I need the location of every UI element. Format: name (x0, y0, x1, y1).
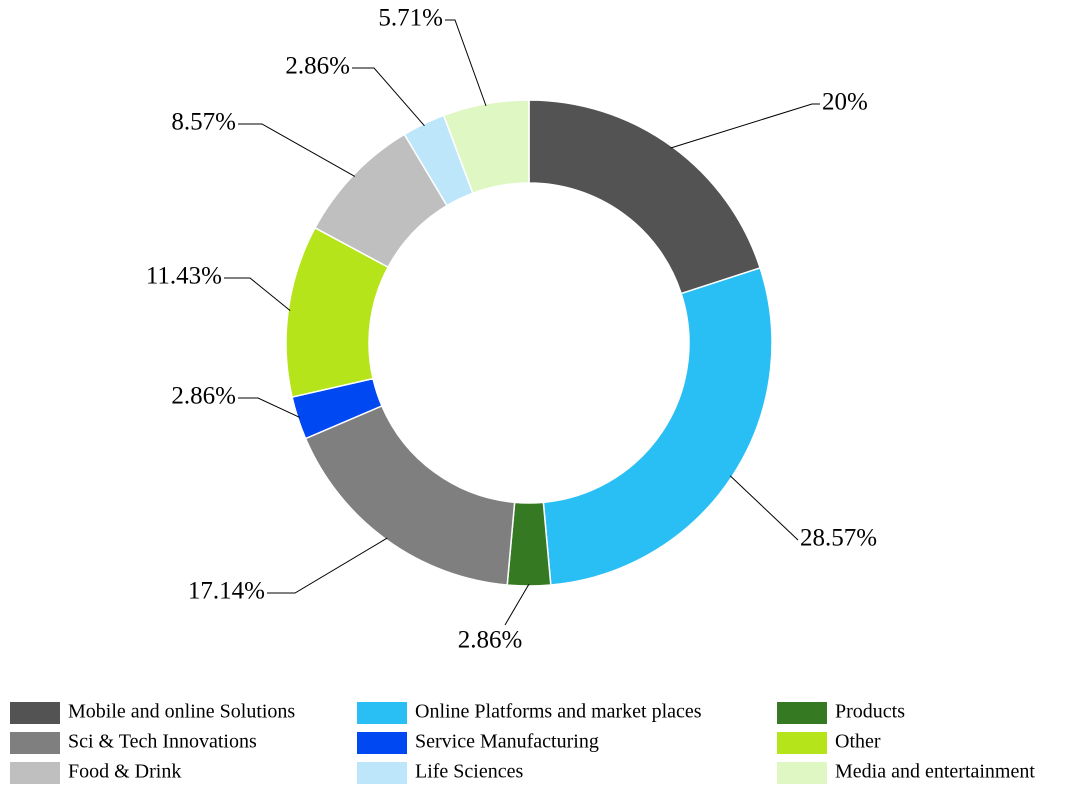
leader-line (352, 67, 425, 127)
leader-line (729, 475, 799, 541)
data-label: 2.86% (458, 627, 523, 654)
legend-label: Products (835, 701, 905, 723)
slice (542, 266, 773, 586)
legend-swatch (777, 762, 827, 784)
legend-swatch (777, 702, 827, 724)
leader-line (267, 537, 388, 594)
legend-label: Sci & Tech Innovations (68, 731, 257, 753)
legend-swatch (357, 732, 407, 754)
data-label: 20% (822, 89, 868, 116)
data-label: 5.71% (378, 5, 443, 32)
slice (528, 99, 762, 295)
leader-line (238, 123, 356, 177)
leader-line (238, 397, 301, 418)
legend-swatch (10, 732, 60, 754)
legend-label: Online Platforms and market places (415, 701, 702, 723)
legend-swatch (777, 732, 827, 754)
data-label: 11.43% (146, 263, 222, 290)
legend-label: Other (835, 731, 881, 753)
leader-line (224, 277, 291, 312)
legend-swatch (357, 762, 407, 784)
leader-line (670, 103, 820, 149)
data-label: 8.57% (171, 109, 236, 136)
data-label: 2.86% (171, 383, 236, 410)
data-label: 28.57% (800, 525, 877, 552)
legend-swatch (357, 702, 407, 724)
legend-swatch (10, 762, 60, 784)
leader-line (445, 19, 487, 107)
legend-label: Media and entertainment (835, 761, 1035, 783)
slice (304, 404, 516, 586)
legend-swatch (10, 702, 60, 724)
legend-label: Service Manufacturing (415, 731, 599, 753)
legend-label: Food & Drink (68, 761, 181, 783)
data-label: 2.86% (285, 53, 350, 80)
slice (442, 99, 530, 195)
leader-line (504, 583, 530, 626)
legend-label: Mobile and online Solutions (68, 701, 295, 723)
legend-label: Life Sciences (415, 761, 523, 783)
data-label: 17.14% (188, 578, 265, 605)
